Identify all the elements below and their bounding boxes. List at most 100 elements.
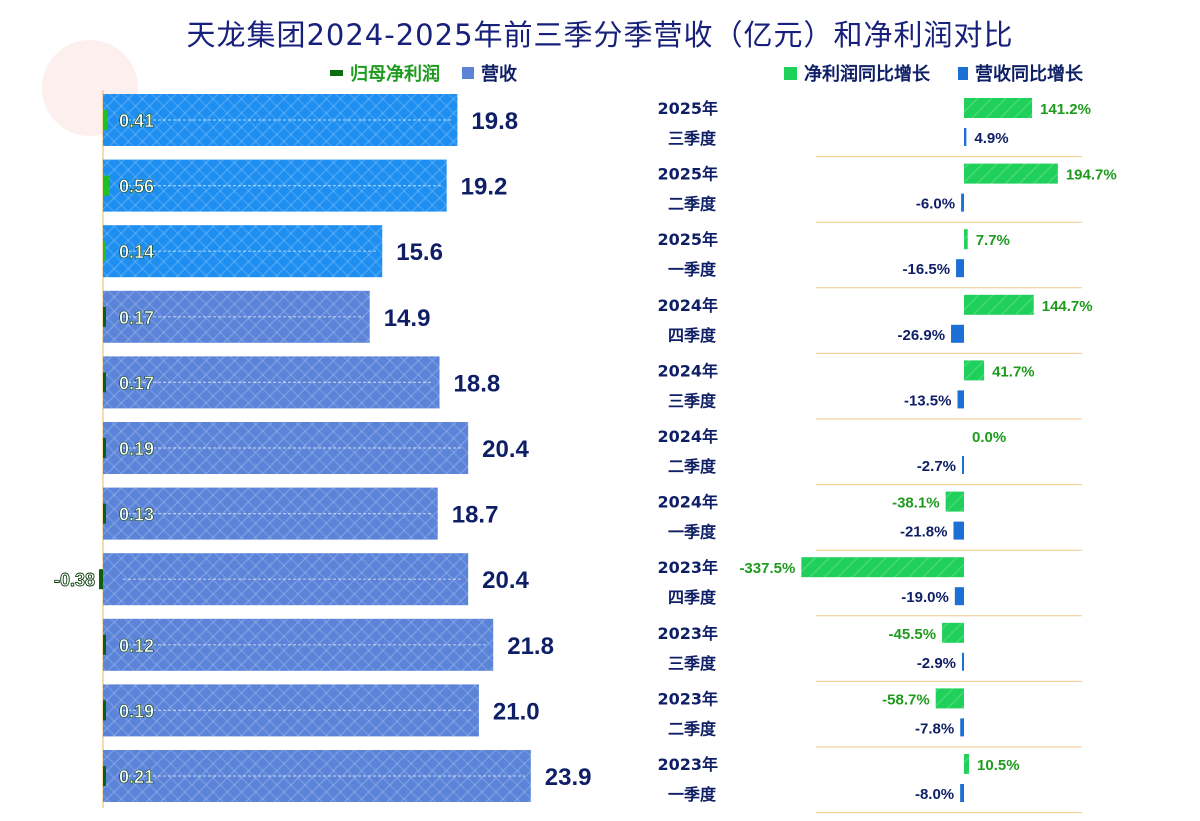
category-quarter-label: 三季度 (668, 129, 717, 148)
revenue-bar-hatch (103, 750, 531, 802)
profit-growth-bar-hatch (964, 163, 1058, 184)
profit-bar (103, 634, 106, 655)
profit-value-label: 0.14 (119, 242, 154, 262)
revenue-growth-label: -13.5% (904, 392, 952, 409)
revenue-growth-label: -8.0% (915, 786, 954, 803)
profit-bar (103, 503, 106, 524)
category-quarter-label: 四季度 (668, 326, 717, 345)
category-year-label: 2023年 (657, 755, 718, 774)
legend-revenue-growth-label: 营收同比增长 (975, 64, 1083, 85)
revenue-value-label: 18.8 (454, 370, 501, 397)
revenue-value-label: 21.0 (493, 698, 540, 725)
category-quarter-label: 二季度 (668, 195, 717, 214)
profit-bar (103, 766, 106, 786)
category-year-label: 2023年 (657, 689, 718, 708)
profit-bar (103, 175, 109, 196)
profit-growth-bar-hatch (801, 557, 964, 578)
category-year-label: 2023年 (657, 624, 718, 643)
profit-growth-bar-hatch (964, 360, 985, 381)
revenue-value-label: 20.4 (482, 436, 529, 463)
profit-growth-label: 41.7% (992, 363, 1035, 380)
revenue-growth-label: 4.9% (974, 130, 1008, 147)
profit-growth-label: -337.5% (739, 560, 795, 577)
category-quarter-label: 三季度 (668, 391, 717, 410)
profit-growth-label: 0.0% (972, 429, 1006, 446)
category-year-label: 2024年 (657, 427, 718, 446)
revenue-value-label: 14.9 (384, 305, 431, 332)
revenue-growth-label: -16.5% (903, 261, 951, 278)
revenue-growth-bar (956, 259, 964, 278)
revenue-growth-bar (961, 193, 964, 212)
category-year-label: 2024年 (657, 296, 718, 315)
profit-growth-label: 144.7% (1042, 298, 1093, 315)
profit-bar (103, 306, 106, 327)
profit-growth-bar-hatch (964, 98, 1033, 118)
legend-revenue-growth-swatch (958, 66, 968, 80)
revenue-value-label: 15.6 (396, 239, 443, 266)
profit-growth-bar-hatch (964, 294, 1034, 315)
legend-left: 归母净利润 营收 (330, 60, 517, 86)
profit-value-label: 0.13 (119, 505, 154, 525)
category-year-label: 2025年 (657, 230, 718, 249)
revenue-value-label: 18.7 (452, 502, 499, 529)
category-quarter-label: 一季度 (668, 523, 717, 542)
revenue-growth-label: -19.0% (901, 589, 949, 606)
revenue-growth-bar (951, 324, 964, 343)
category-quarter-label: 一季度 (668, 785, 717, 804)
profit-bar (103, 700, 106, 721)
profit-bar (99, 569, 103, 590)
category-year-label: 2024年 (657, 361, 718, 380)
category-quarter-label: 四季度 (668, 588, 717, 607)
revenue-growth-bar (960, 784, 964, 802)
profit-growth-label: -58.7% (882, 691, 930, 708)
revenue-growth-bar (964, 128, 967, 146)
revenue-growth-bar (962, 456, 964, 474)
revenue-growth-bar (954, 587, 964, 606)
revenue-value-label: 19.2 (461, 174, 508, 201)
revenue-growth-label: -21.8% (900, 524, 948, 541)
profit-growth-bar-hatch (964, 229, 968, 250)
profit-growth-label: -38.1% (892, 495, 940, 512)
revenue-growth-bar (960, 718, 964, 737)
profit-growth-label: 10.5% (977, 757, 1020, 774)
legend-revenue-swatch (462, 67, 474, 79)
revenue-growth-bar (953, 521, 964, 540)
profit-value-label: 0.12 (119, 636, 154, 656)
profit-value-label: 0.41 (119, 111, 154, 131)
profit-value-label: 0.19 (119, 701, 154, 721)
profit-bar (103, 372, 106, 393)
legend-profit-growth-label: 净利润同比增长 (804, 64, 930, 85)
legend-profit-growth-swatch (784, 66, 797, 80)
profit-growth-label: 194.7% (1066, 167, 1117, 184)
revenue-growth-label: -2.9% (917, 655, 956, 672)
profit-growth-bar-hatch (942, 622, 964, 643)
revenue-growth-label: -26.9% (898, 327, 946, 344)
revenue-growth-bar (962, 652, 964, 671)
profit-value-label: 0.56 (119, 177, 154, 197)
profit-value-label: -0.38 (54, 570, 95, 590)
profit-bar (103, 438, 106, 458)
profit-bar (103, 241, 106, 262)
revenue-growth-label: -7.8% (915, 720, 954, 737)
revenue-value-label: 19.8 (471, 108, 518, 135)
profit-growth-label: 7.7% (976, 232, 1010, 249)
category-year-label: 2025年 (657, 165, 718, 184)
profit-growth-bar-hatch (945, 491, 964, 512)
growth-chart: 2025年三季度141.2%4.9%2025年二季度194.7%-6.0%202… (657, 98, 1117, 814)
revenue-growth-label: -2.7% (917, 458, 956, 475)
category-year-label: 2024年 (657, 493, 718, 512)
category-year-label: 2023年 (657, 558, 718, 577)
legend-right: 净利润同比增长 营收同比增长 (784, 60, 1083, 86)
profit-growth-label: -45.5% (889, 626, 937, 643)
profit-growth-label: 141.2% (1040, 101, 1091, 118)
profit-bar (103, 110, 108, 130)
profit-growth-bar-hatch (935, 688, 964, 709)
category-quarter-label: 三季度 (668, 654, 717, 673)
legend-profit-label: 归母净利润 (350, 64, 440, 85)
chart-title: 天龙集团2024-2025年前三季分季营收（亿元）和净利润对比 (186, 18, 1014, 52)
revenue-growth-bar (957, 390, 964, 409)
profit-growth-bar-hatch (964, 754, 970, 774)
revenue-profit-chart: 19.8 0.41 19.2 0.56 15.6 0.14 14.9 0.17 18.8 0.17… (54, 90, 592, 808)
revenue-value-label: 23.9 (545, 764, 592, 791)
